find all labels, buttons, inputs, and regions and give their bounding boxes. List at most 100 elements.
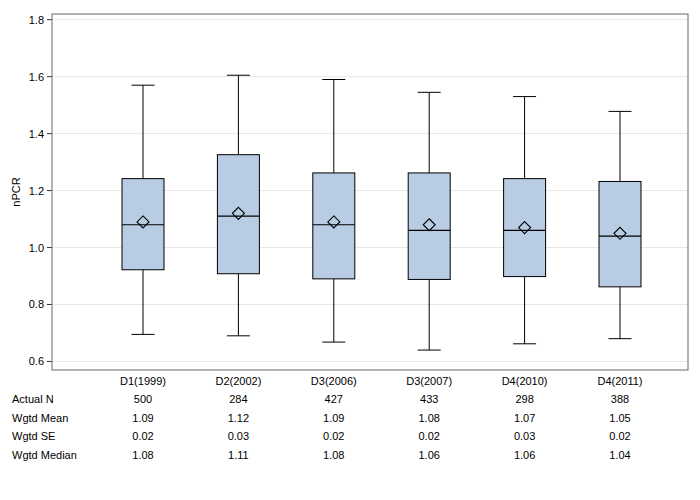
lower-whisker bbox=[333, 279, 334, 342]
table-cell: 0.02 bbox=[323, 430, 344, 442]
lower-cap bbox=[609, 338, 632, 339]
category-label: D2(2002) bbox=[215, 375, 261, 387]
upper-cap bbox=[609, 111, 632, 112]
lower-cap bbox=[513, 343, 536, 344]
upper-whisker bbox=[333, 80, 334, 173]
table-cell: 298 bbox=[515, 393, 533, 405]
lower-whisker bbox=[524, 277, 525, 344]
chart-svg: 0.6 0.8 1.0 1.2 1.4 1.6 1.8 nPCR D1(1999) D2(2002… bbox=[0, 0, 700, 500]
table-cell: 1.04 bbox=[609, 449, 630, 461]
table-cell: 1.07 bbox=[514, 412, 535, 424]
table-cell: 1.09 bbox=[323, 412, 344, 424]
category-label: D4(2010) bbox=[502, 375, 548, 387]
tick-label: 1.0 bbox=[29, 242, 44, 254]
upper-cap bbox=[513, 96, 536, 97]
box bbox=[122, 179, 164, 270]
lower-whisker bbox=[238, 274, 239, 336]
tick-mark bbox=[47, 133, 52, 134]
mean-marker bbox=[232, 207, 244, 219]
table-cell: 1.06 bbox=[514, 449, 535, 461]
table-row-label: Wgtd Median bbox=[12, 449, 77, 461]
mean-marker bbox=[137, 216, 149, 228]
tick-label: 0.6 bbox=[29, 355, 44, 367]
lower-cap bbox=[322, 342, 345, 343]
boxes bbox=[122, 75, 641, 350]
table-cell: 1.05 bbox=[609, 412, 630, 424]
y-axis-label: nPCR bbox=[10, 177, 22, 206]
lower-cap bbox=[418, 350, 441, 351]
box bbox=[599, 181, 641, 286]
tick-mark bbox=[47, 361, 52, 362]
tick-mark bbox=[47, 247, 52, 248]
grid-line bbox=[52, 133, 688, 134]
table-cell: 1.12 bbox=[228, 412, 249, 424]
table-cell: 0.03 bbox=[228, 430, 249, 442]
category-label: D3(2007) bbox=[406, 375, 452, 387]
table-cell: 1.06 bbox=[418, 449, 439, 461]
tick-label: 1.4 bbox=[29, 128, 44, 140]
lower-cap bbox=[132, 334, 155, 335]
table-cell: 0.02 bbox=[609, 430, 630, 442]
table-cell: 1.08 bbox=[132, 449, 153, 461]
table-cell: 500 bbox=[134, 393, 152, 405]
table-cell: 284 bbox=[229, 393, 247, 405]
median-line bbox=[313, 224, 355, 225]
tick-mark bbox=[47, 76, 52, 77]
grid-line bbox=[52, 19, 688, 20]
chart-root: 0.6 0.8 1.0 1.2 1.4 1.6 1.8 nPCR D1(1999) D2(2002… bbox=[0, 0, 700, 500]
tick-mark bbox=[47, 304, 52, 305]
background bbox=[0, 0, 700, 500]
category-label: D4(2011) bbox=[597, 375, 642, 387]
median-line bbox=[217, 216, 259, 217]
plot-frame bbox=[52, 14, 688, 370]
table-cell: 1.11 bbox=[228, 449, 249, 461]
upper-cap bbox=[132, 85, 155, 86]
table-cell: 0.03 bbox=[514, 430, 535, 442]
grid-line bbox=[52, 76, 688, 77]
category-label: D1(1999) bbox=[120, 375, 166, 387]
category-label: D3(2006) bbox=[311, 375, 357, 387]
grid-line bbox=[52, 361, 688, 362]
mean-marker bbox=[423, 219, 435, 231]
table-cell: 433 bbox=[420, 393, 438, 405]
upper-cap bbox=[418, 92, 441, 93]
box bbox=[217, 155, 259, 274]
upper-cap bbox=[322, 79, 345, 80]
table-cell: 427 bbox=[325, 393, 343, 405]
tick-mark bbox=[47, 19, 52, 20]
box bbox=[313, 173, 355, 279]
upper-whisker bbox=[143, 85, 144, 178]
tick-label: 1.2 bbox=[29, 185, 44, 197]
table-row-label: Wgtd Mean bbox=[12, 412, 68, 424]
upper-whisker bbox=[620, 111, 621, 181]
grid-line bbox=[52, 304, 688, 305]
table-cell: 1.08 bbox=[418, 412, 439, 424]
lower-whisker bbox=[143, 270, 144, 335]
upper-cap bbox=[227, 75, 250, 76]
box bbox=[408, 173, 450, 280]
mean-marker bbox=[519, 222, 531, 234]
upper-whisker bbox=[238, 75, 239, 154]
median-line bbox=[504, 230, 546, 231]
lower-whisker bbox=[429, 279, 430, 350]
table-cell: 1.08 bbox=[323, 449, 344, 461]
box bbox=[504, 179, 546, 277]
lower-cap bbox=[227, 335, 250, 336]
tick-label: 1.8 bbox=[29, 14, 44, 26]
table-row-label: Wgtd SE bbox=[12, 430, 55, 442]
median-line bbox=[599, 236, 641, 237]
tick-mark bbox=[47, 190, 52, 191]
table-cell: 388 bbox=[611, 393, 629, 405]
table-row-label: Actual N bbox=[12, 393, 54, 405]
mean-marker bbox=[614, 227, 626, 239]
table-cell: 0.02 bbox=[132, 430, 153, 442]
mean-marker bbox=[328, 216, 340, 228]
table-cell: 1.09 bbox=[132, 412, 153, 424]
upper-whisker bbox=[429, 92, 430, 173]
table-cell: 0.02 bbox=[418, 430, 439, 442]
upper-whisker bbox=[524, 97, 525, 179]
median-line bbox=[122, 224, 164, 225]
tick-label: 1.6 bbox=[29, 71, 44, 83]
lower-whisker bbox=[620, 287, 621, 339]
tick-label: 0.8 bbox=[29, 298, 44, 310]
